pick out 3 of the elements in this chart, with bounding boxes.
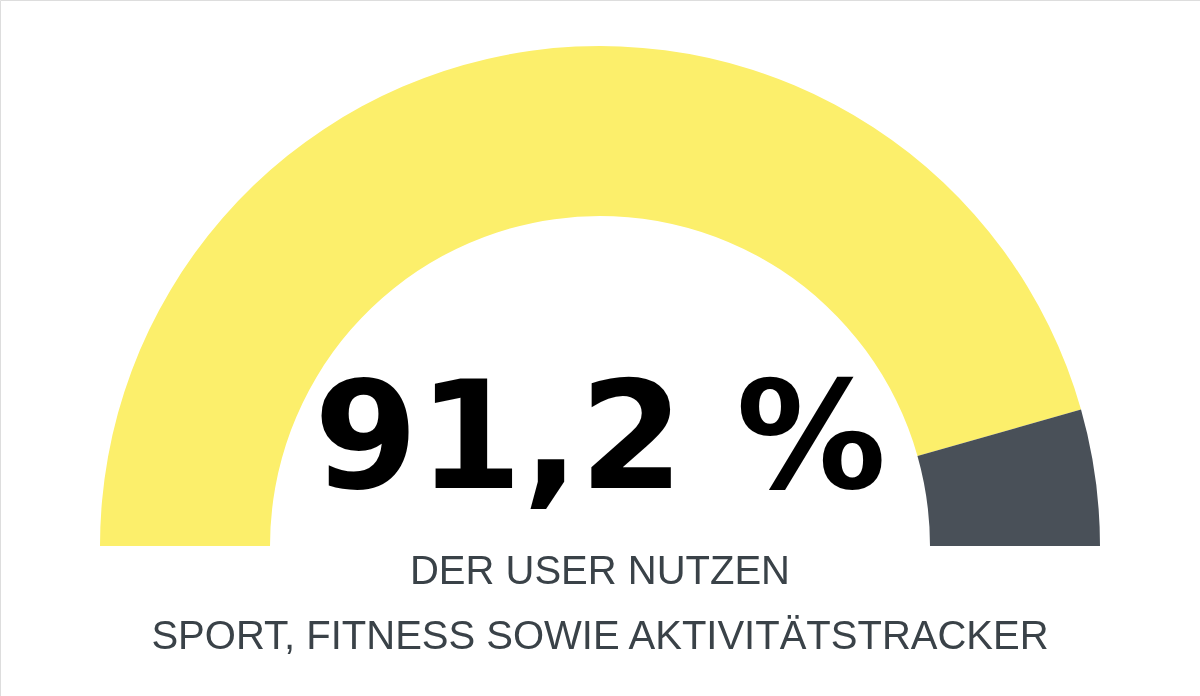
text: SPORT, FITNESS SOWIE AKTIVITÄTSTRACKER <box>151 613 1049 657</box>
text: DER USER NUTZEN <box>409 548 791 592</box>
data-label: 91,2 % <box>313 349 887 523</box>
